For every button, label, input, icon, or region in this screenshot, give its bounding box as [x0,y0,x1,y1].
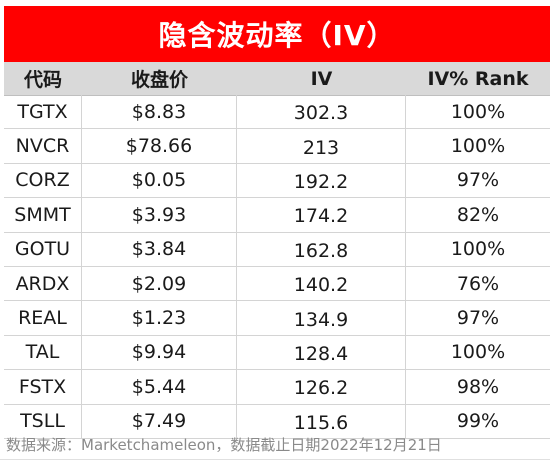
iv-cell: 192.2 [237,163,406,198]
header-iv: IV [310,67,333,90]
iv-cell: 302.3 [237,95,406,129]
ticker-cell: TGTX [4,95,82,129]
ticker-cell: CORZ [4,163,82,198]
table-row: GOTU $3.84 162.8 100% [4,232,550,267]
data-source-note: 数据来源：Marketchameleon，数据截止日期2022年12月21日 [6,436,442,454]
close-price-cell: $3.93 [82,198,237,232]
ticker-cell: ARDX [4,266,82,301]
iv-cell: 162.8 [237,232,406,266]
close-price-cell: $0.05 [82,163,237,198]
iv-rank-cell: 99% [456,410,500,433]
iv-rank-cell: 98% [456,375,500,398]
close-price-cell: $1.23 [82,301,237,335]
table-row: ARDX $2.09 140.2 76% [4,266,550,302]
ticker-cell: REAL [4,301,82,335]
iv-rank-cell: 100% [450,341,506,364]
header-close-price: 收盘价 [130,69,188,91]
footer-divider [0,459,550,460]
iv-rank-cell: 100% [450,100,506,123]
ticker-cell: TAL [4,335,82,370]
table-row: TGTX $8.83 302.3 100% [4,95,550,130]
table-title: 隐含波动率（IV） [4,6,550,62]
iv-rank-cell: 100% [450,135,506,158]
table-row: FSTX $5.44 126.2 98% [4,370,550,405]
iv-cell: 174.2 [237,198,406,232]
ticker-cell: GOTU [4,232,82,266]
iv-cell: 115.6 [237,404,406,438]
iv-cell: 128.4 [237,335,406,370]
close-price-cell: $3.84 [82,232,237,266]
iv-rank-cell: 76% [456,272,500,295]
close-price-cell: $7.49 [82,404,237,438]
table-header-row: 代码 收盘价 IV IV% Rank [4,62,550,96]
close-price-cell: $78.66 [82,129,237,163]
table-row: TSLL $7.49 115.6 99% [4,404,550,439]
table-row: NVCR $78.66 213 100% [4,129,550,164]
table-row: REAL $1.23 134.9 97% [4,301,550,336]
iv-cell: 140.2 [237,266,406,301]
table-row: TAL $9.94 128.4 100% [4,335,550,371]
iv-rank-cell: 82% [456,203,500,226]
table-row: CORZ $0.05 192.2 97% [4,163,550,199]
ticker-cell: SMMT [4,198,82,232]
close-price-cell: $2.09 [82,266,237,301]
ticker-cell: TSLL [4,404,82,438]
close-price-cell: $9.94 [82,335,237,370]
ticker-cell: NVCR [4,129,82,163]
ticker-cell: FSTX [4,370,82,404]
table-row: SMMT $3.93 174.2 82% [4,198,550,233]
header-ticker: 代码 [23,69,62,91]
iv-rank-cell: 100% [450,238,506,261]
iv-rank-cell: 97% [456,307,500,330]
header-iv-rank: IV% Rank [427,67,529,90]
iv-cell: 213 [237,129,406,163]
iv-rank-cell: 97% [456,169,500,192]
table-body: TGTX $8.83 302.3 100% NVCR $78.66 213 10… [4,95,550,439]
close-price-cell: $5.44 [82,370,237,404]
iv-cell: 134.9 [237,301,406,335]
close-price-cell: $8.83 [82,95,237,129]
iv-cell: 126.2 [237,370,406,404]
